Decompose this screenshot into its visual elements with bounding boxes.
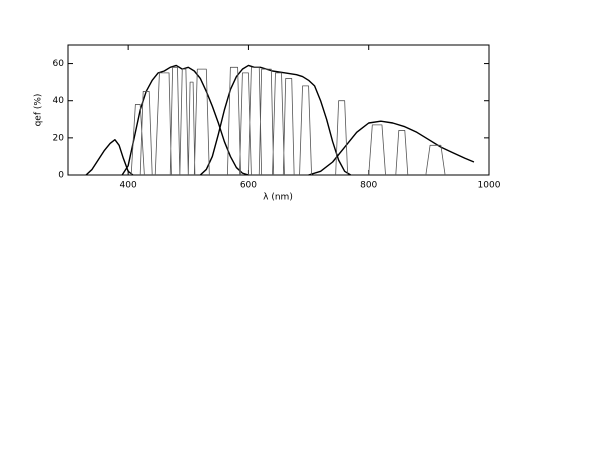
x-tick-label: 800 <box>360 181 377 191</box>
y-tick-label: 20 <box>53 133 65 143</box>
x-tick-label: 1000 <box>478 181 501 191</box>
y-tick-label: 40 <box>53 96 65 106</box>
y-axis-label: qef (%) <box>34 94 44 127</box>
y-tick-label: 0 <box>58 171 64 181</box>
plot-frame <box>67 44 490 176</box>
filter-curve <box>130 66 446 176</box>
x-axis-label: λ (nm) <box>263 193 293 203</box>
y-tick-label: 60 <box>53 59 65 69</box>
filter-curve <box>199 64 352 176</box>
x-tick-label: 400 <box>120 181 137 191</box>
filter-curve <box>85 139 134 176</box>
x-tick-label: 600 <box>240 181 257 191</box>
filter-curve <box>308 120 475 176</box>
